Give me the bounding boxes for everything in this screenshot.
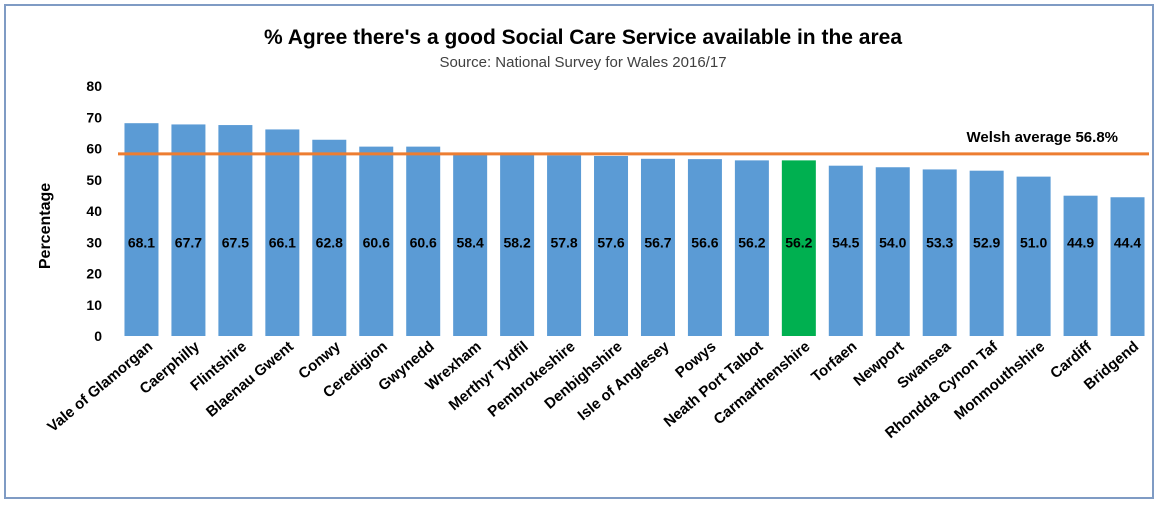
- y-tick-label: 50: [86, 172, 102, 188]
- data-label: 52.9: [973, 234, 1000, 250]
- data-label: 57.6: [597, 234, 624, 250]
- data-label: 67.7: [175, 234, 202, 250]
- bar: [124, 123, 159, 336]
- y-tick-label: 80: [86, 78, 102, 94]
- data-label: 51.0: [1020, 234, 1047, 250]
- bars: [124, 123, 1145, 336]
- data-label: 68.1: [128, 234, 155, 250]
- y-tick-label: 0: [94, 328, 102, 344]
- bar: [640, 158, 675, 336]
- data-label: 67.5: [222, 234, 249, 250]
- bar: [734, 160, 769, 336]
- data-label: 62.8: [316, 234, 343, 250]
- bar: [312, 139, 347, 336]
- data-label: 60.6: [410, 234, 437, 250]
- data-label: 54.5: [832, 234, 859, 250]
- data-label: 56.2: [738, 234, 765, 250]
- data-label: 60.6: [363, 234, 390, 250]
- bar: [171, 124, 206, 336]
- category-label: Blaenau Gwent: [203, 338, 297, 421]
- data-labels: 68.1 67.7 67.5 66.1 62.8 60.6 60.6 58.4 58.2 57.8…: [128, 234, 1142, 250]
- data-label: 44.4: [1114, 234, 1141, 250]
- data-label: 44.9: [1067, 234, 1094, 250]
- bar: [1063, 195, 1098, 336]
- bar: [781, 160, 816, 336]
- y-tick-label: 20: [86, 266, 102, 282]
- data-label: 66.1: [269, 234, 296, 250]
- bar-chart: % Agree there's a good Social Care Servi…: [37, 26, 1149, 442]
- y-tick-label: 60: [86, 141, 102, 157]
- bar: [453, 153, 488, 336]
- data-label: 58.4: [457, 234, 484, 250]
- bar: [969, 170, 1004, 336]
- y-axis-label: Percentage: [37, 183, 54, 269]
- category-labels: Vale of GlamorganCaerphillyFlintshireBla…: [44, 337, 1142, 442]
- chart-title: % Agree there's a good Social Care Servi…: [264, 26, 902, 49]
- bar: [359, 146, 394, 336]
- category-label: Merthyr Tydfil: [446, 338, 532, 414]
- bar: [547, 155, 582, 336]
- bar: [828, 165, 863, 336]
- bar: [594, 156, 629, 336]
- bar: [875, 167, 910, 336]
- y-axis-ticks: 0 10 20 30 40 50 60 70 80: [86, 78, 102, 344]
- y-tick-label: 70: [86, 109, 102, 125]
- bar: [922, 169, 957, 336]
- bar: [406, 146, 441, 336]
- data-label: 58.2: [503, 234, 530, 250]
- average-line-label: Welsh average 56.8%: [967, 129, 1118, 146]
- y-tick-label: 40: [86, 203, 102, 219]
- data-label: 53.3: [926, 234, 953, 250]
- bar: [265, 129, 300, 336]
- data-label: 57.8: [550, 234, 577, 250]
- bar: [687, 159, 722, 336]
- data-label: 56.6: [691, 234, 718, 250]
- data-label: 54.0: [879, 234, 906, 250]
- chart-subtitle: Source: National Survey for Wales 2016/1…: [439, 54, 726, 71]
- bar: [500, 154, 535, 336]
- data-label: 56.2: [785, 234, 812, 250]
- bar: [1110, 197, 1145, 336]
- chart-frame: % Agree there's a good Social Care Servi…: [4, 4, 1154, 499]
- bar: [218, 125, 253, 336]
- data-label: 56.7: [644, 234, 671, 250]
- y-tick-label: 30: [86, 234, 102, 250]
- y-tick-label: 10: [86, 297, 102, 313]
- bar: [1016, 176, 1051, 336]
- average-line-group: Welsh average 56.8%: [118, 129, 1149, 156]
